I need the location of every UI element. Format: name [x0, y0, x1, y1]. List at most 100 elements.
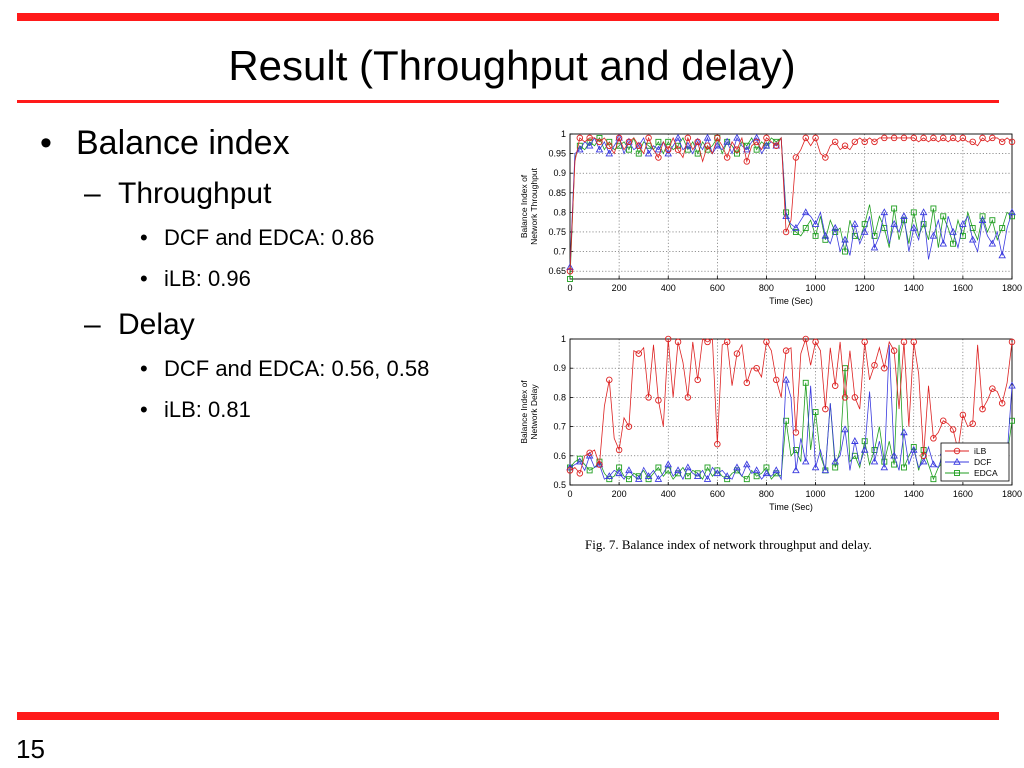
y-tick-label: 0.5: [553, 480, 566, 490]
x-tick-label: 400: [661, 283, 676, 293]
data-point-ilb: [674, 146, 682, 153]
y-tick-label: 0.6: [553, 451, 566, 461]
data-point-ilb: [606, 376, 613, 384]
y-tick-label: 1: [561, 129, 566, 139]
data-point-dcf: [831, 457, 839, 465]
data-point-ilb: [773, 142, 780, 150]
data-point-ilb: [645, 134, 652, 142]
data-point-edca: [910, 209, 917, 216]
data-point-dcf: [743, 460, 751, 468]
figure-caption: Fig. 7. Balance index of network through…: [585, 537, 872, 552]
title-rule: [17, 100, 999, 103]
data-point-edca: [891, 205, 898, 212]
data-point-ilb: [989, 385, 996, 392]
data-point-dcf: [644, 472, 653, 479]
data-point-dcf: [713, 141, 722, 149]
x-tick-label: 1600: [953, 283, 973, 293]
legend-marker-edca: [954, 470, 960, 476]
data-point-ilb: [959, 134, 967, 142]
data-point-dcf: [752, 133, 761, 141]
data-point-dcf: [1008, 208, 1016, 216]
data-point-dcf: [801, 208, 810, 216]
data-point-dcf: [880, 208, 889, 216]
bullet-throughput-dcf-edca: • DCF and EDCA: 0.86: [140, 224, 374, 252]
data-point-ilb: [969, 138, 976, 146]
data-point-ilb: [596, 138, 603, 146]
x-tick-label: 200: [612, 489, 627, 499]
data-point-dcf: [576, 457, 584, 465]
data-point-dcf: [772, 466, 781, 474]
data-point-dcf: [625, 137, 633, 145]
x-tick-label: 200: [612, 283, 627, 293]
series-line-dcf: [569, 136, 1013, 268]
data-point-dcf: [939, 239, 948, 247]
y-tick-label: 0.75: [548, 227, 566, 237]
data-point-ilb: [851, 138, 859, 146]
data-point-dcf: [782, 212, 790, 220]
data-point-dcf: [654, 475, 663, 482]
data-point-ilb: [930, 134, 937, 142]
y-tick-label: 0.8: [553, 207, 566, 217]
data-point-edca: [675, 142, 681, 149]
data-point-edca: [930, 205, 937, 212]
data-point-ilb: [1008, 338, 1016, 346]
bullet-text: iLB: 0.81: [164, 397, 251, 422]
data-point-dcf: [870, 457, 879, 465]
data-point-ilb: [841, 394, 849, 401]
data-point-dcf: [860, 227, 869, 235]
data-point-dcf: [841, 235, 849, 243]
series-ilb: [566, 134, 1016, 275]
x-tick-label: 800: [759, 489, 774, 499]
series-edca: [567, 134, 1015, 282]
x-axis-label: Time (Sec): [769, 296, 813, 306]
data-point-ilb: [822, 154, 829, 161]
x-tick-label: 1000: [806, 283, 826, 293]
data-point-ilb: [998, 399, 1006, 407]
data-point-dcf: [733, 133, 741, 141]
data-point-dcf: [949, 227, 957, 235]
data-point-ilb: [635, 350, 643, 357]
data-point-edca: [753, 473, 760, 480]
data-point-dcf: [713, 469, 722, 477]
data-point-edca: [989, 217, 996, 224]
data-point-dcf: [615, 133, 623, 141]
data-point-ilb: [645, 394, 652, 401]
data-point-ilb: [576, 134, 584, 142]
chart1-group: 0 200 400 600 800 1000 1200 1400 1600 1800 0.5 0.6 0…: [519, 334, 1022, 512]
data-point-edca: [979, 213, 986, 220]
data-point-ilb: [910, 134, 918, 142]
data-point-edca: [586, 467, 593, 474]
data-point-ilb: [861, 338, 868, 346]
data-point-ilb: [655, 154, 662, 161]
data-point-ilb: [763, 338, 770, 346]
data-point-edca: [1009, 213, 1015, 220]
data-point-dcf: [929, 460, 938, 468]
slide-title: Result (Throughput and delay): [228, 42, 796, 89]
data-point-ilb: [743, 379, 751, 387]
data-point-dcf: [566, 463, 574, 471]
data-point-ilb: [812, 338, 819, 346]
data-point-dcf: [890, 219, 898, 227]
bullet-delay-ilb: • iLB: 0.81: [140, 396, 251, 424]
data-point-ilb: [566, 467, 574, 474]
data-point-ilb: [625, 423, 633, 430]
data-point-dcf: [693, 137, 702, 145]
data-point-dcf: [644, 149, 653, 157]
data-point-dcf: [664, 460, 672, 468]
data-point-dcf: [664, 149, 672, 157]
y-tick-label: 0.7: [553, 422, 566, 432]
data-point-dcf: [988, 239, 997, 247]
data-point-ilb: [802, 134, 809, 142]
data-point-edca: [950, 240, 957, 247]
y-tick-label: 1: [561, 334, 566, 344]
bullet-text: Balance index: [76, 124, 290, 162]
data-point-dcf: [919, 457, 928, 465]
y-axis-label: Network Delay: [529, 384, 539, 440]
x-tick-label: 0: [567, 283, 572, 293]
data-point-ilb: [792, 429, 800, 436]
data-point-ilb: [949, 134, 957, 142]
data-point-ilb: [704, 338, 711, 346]
legend-label-dcf: DCF: [974, 457, 991, 467]
legend-marker-ilb: [953, 447, 961, 455]
data-point-edca: [734, 150, 740, 157]
